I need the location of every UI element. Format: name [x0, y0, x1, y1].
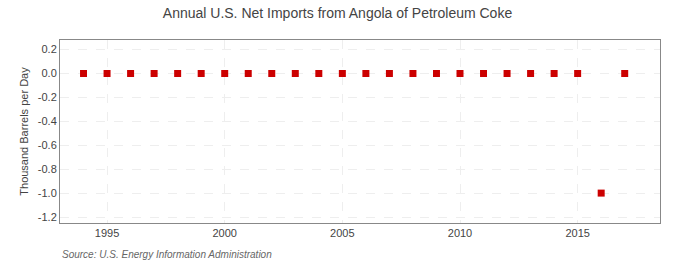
svg-text:2015: 2015 — [565, 227, 589, 239]
svg-text:-0.6: -0.6 — [38, 139, 57, 151]
svg-text:-0.8: -0.8 — [38, 163, 57, 175]
svg-text:2010: 2010 — [448, 227, 472, 239]
svg-text:Annual U.S. Net Imports from A: Annual U.S. Net Imports from Angola of P… — [163, 5, 513, 21]
svg-text:-1.0: -1.0 — [38, 187, 57, 199]
svg-text:Thousand Barrels per Day: Thousand Barrels per Day — [18, 67, 30, 196]
svg-text:2005: 2005 — [330, 227, 354, 239]
svg-text:-0.2: -0.2 — [38, 91, 57, 103]
svg-text:Source: U.S. Energy Informatio: Source: U.S. Energy Information Administ… — [62, 249, 272, 260]
svg-text:0.2: 0.2 — [42, 43, 57, 55]
svg-text:-0.4: -0.4 — [38, 115, 57, 127]
svg-text:1995: 1995 — [95, 227, 119, 239]
svg-text:2000: 2000 — [212, 227, 236, 239]
svg-text:-1.2: -1.2 — [38, 211, 57, 223]
svg-text:0.0: 0.0 — [42, 67, 57, 79]
